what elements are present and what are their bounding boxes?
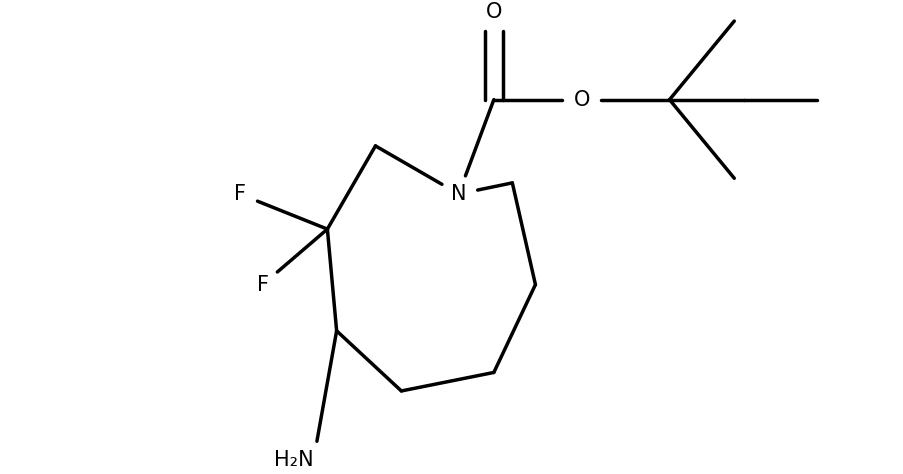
Text: F: F <box>233 184 246 204</box>
Text: O: O <box>485 2 501 22</box>
Text: O: O <box>573 90 590 109</box>
Text: N: N <box>451 184 466 204</box>
Text: H₂N: H₂N <box>274 450 313 470</box>
Text: F: F <box>256 274 268 295</box>
